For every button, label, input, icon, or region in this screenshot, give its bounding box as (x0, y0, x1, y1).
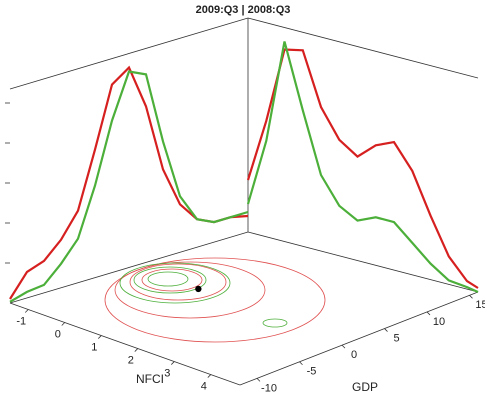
contour (129, 263, 227, 301)
y-tick (384, 328, 388, 332)
y-tick-label: -5 (307, 366, 317, 378)
y-tick-label: 10 (433, 316, 445, 328)
x-tick-label: -1 (16, 315, 26, 327)
density-line (9, 65, 249, 300)
x-tick-label: 2 (128, 354, 134, 366)
contour (104, 257, 326, 343)
axis-line (9, 17, 249, 90)
y-tick (426, 311, 431, 316)
y-tick (299, 361, 303, 366)
x-tick (171, 361, 175, 365)
y-tick-label: 15 (475, 299, 485, 311)
point (195, 285, 202, 293)
axis-line (239, 291, 479, 386)
density-line (9, 70, 249, 303)
contour (114, 261, 266, 319)
contour (133, 266, 207, 294)
contour (147, 271, 189, 287)
y-tick-label: 5 (393, 332, 399, 344)
y-tick-label: -10 (261, 382, 277, 394)
contours (104, 257, 326, 343)
x-tick-label: 1 (91, 341, 97, 353)
contour (119, 262, 231, 304)
y-axis-label: GDP (352, 380, 378, 394)
y-tick (341, 344, 346, 349)
axis-line (9, 302, 241, 386)
density-line (246, 41, 479, 294)
y-tick (469, 295, 473, 299)
x-tick-label: 0 (55, 328, 61, 340)
y-tick-label: 0 (351, 349, 357, 361)
contour (262, 318, 288, 328)
x-tick-label: 4 (201, 380, 207, 392)
x-tick (24, 309, 29, 313)
axis-line (9, 231, 249, 304)
x-tick (134, 348, 139, 352)
x-tick-label: 3 (164, 367, 170, 379)
axis-line (247, 231, 479, 293)
x-tick (61, 322, 66, 326)
y-tick (256, 378, 261, 382)
density-line (246, 48, 479, 289)
axis-line (247, 17, 479, 79)
x-tick (207, 374, 212, 378)
x-tick (97, 335, 102, 339)
chart-title: 2009:Q3 | 2008:Q3 (196, 4, 291, 16)
x-axis-label: NFCI (136, 372, 164, 386)
contour (141, 268, 203, 292)
